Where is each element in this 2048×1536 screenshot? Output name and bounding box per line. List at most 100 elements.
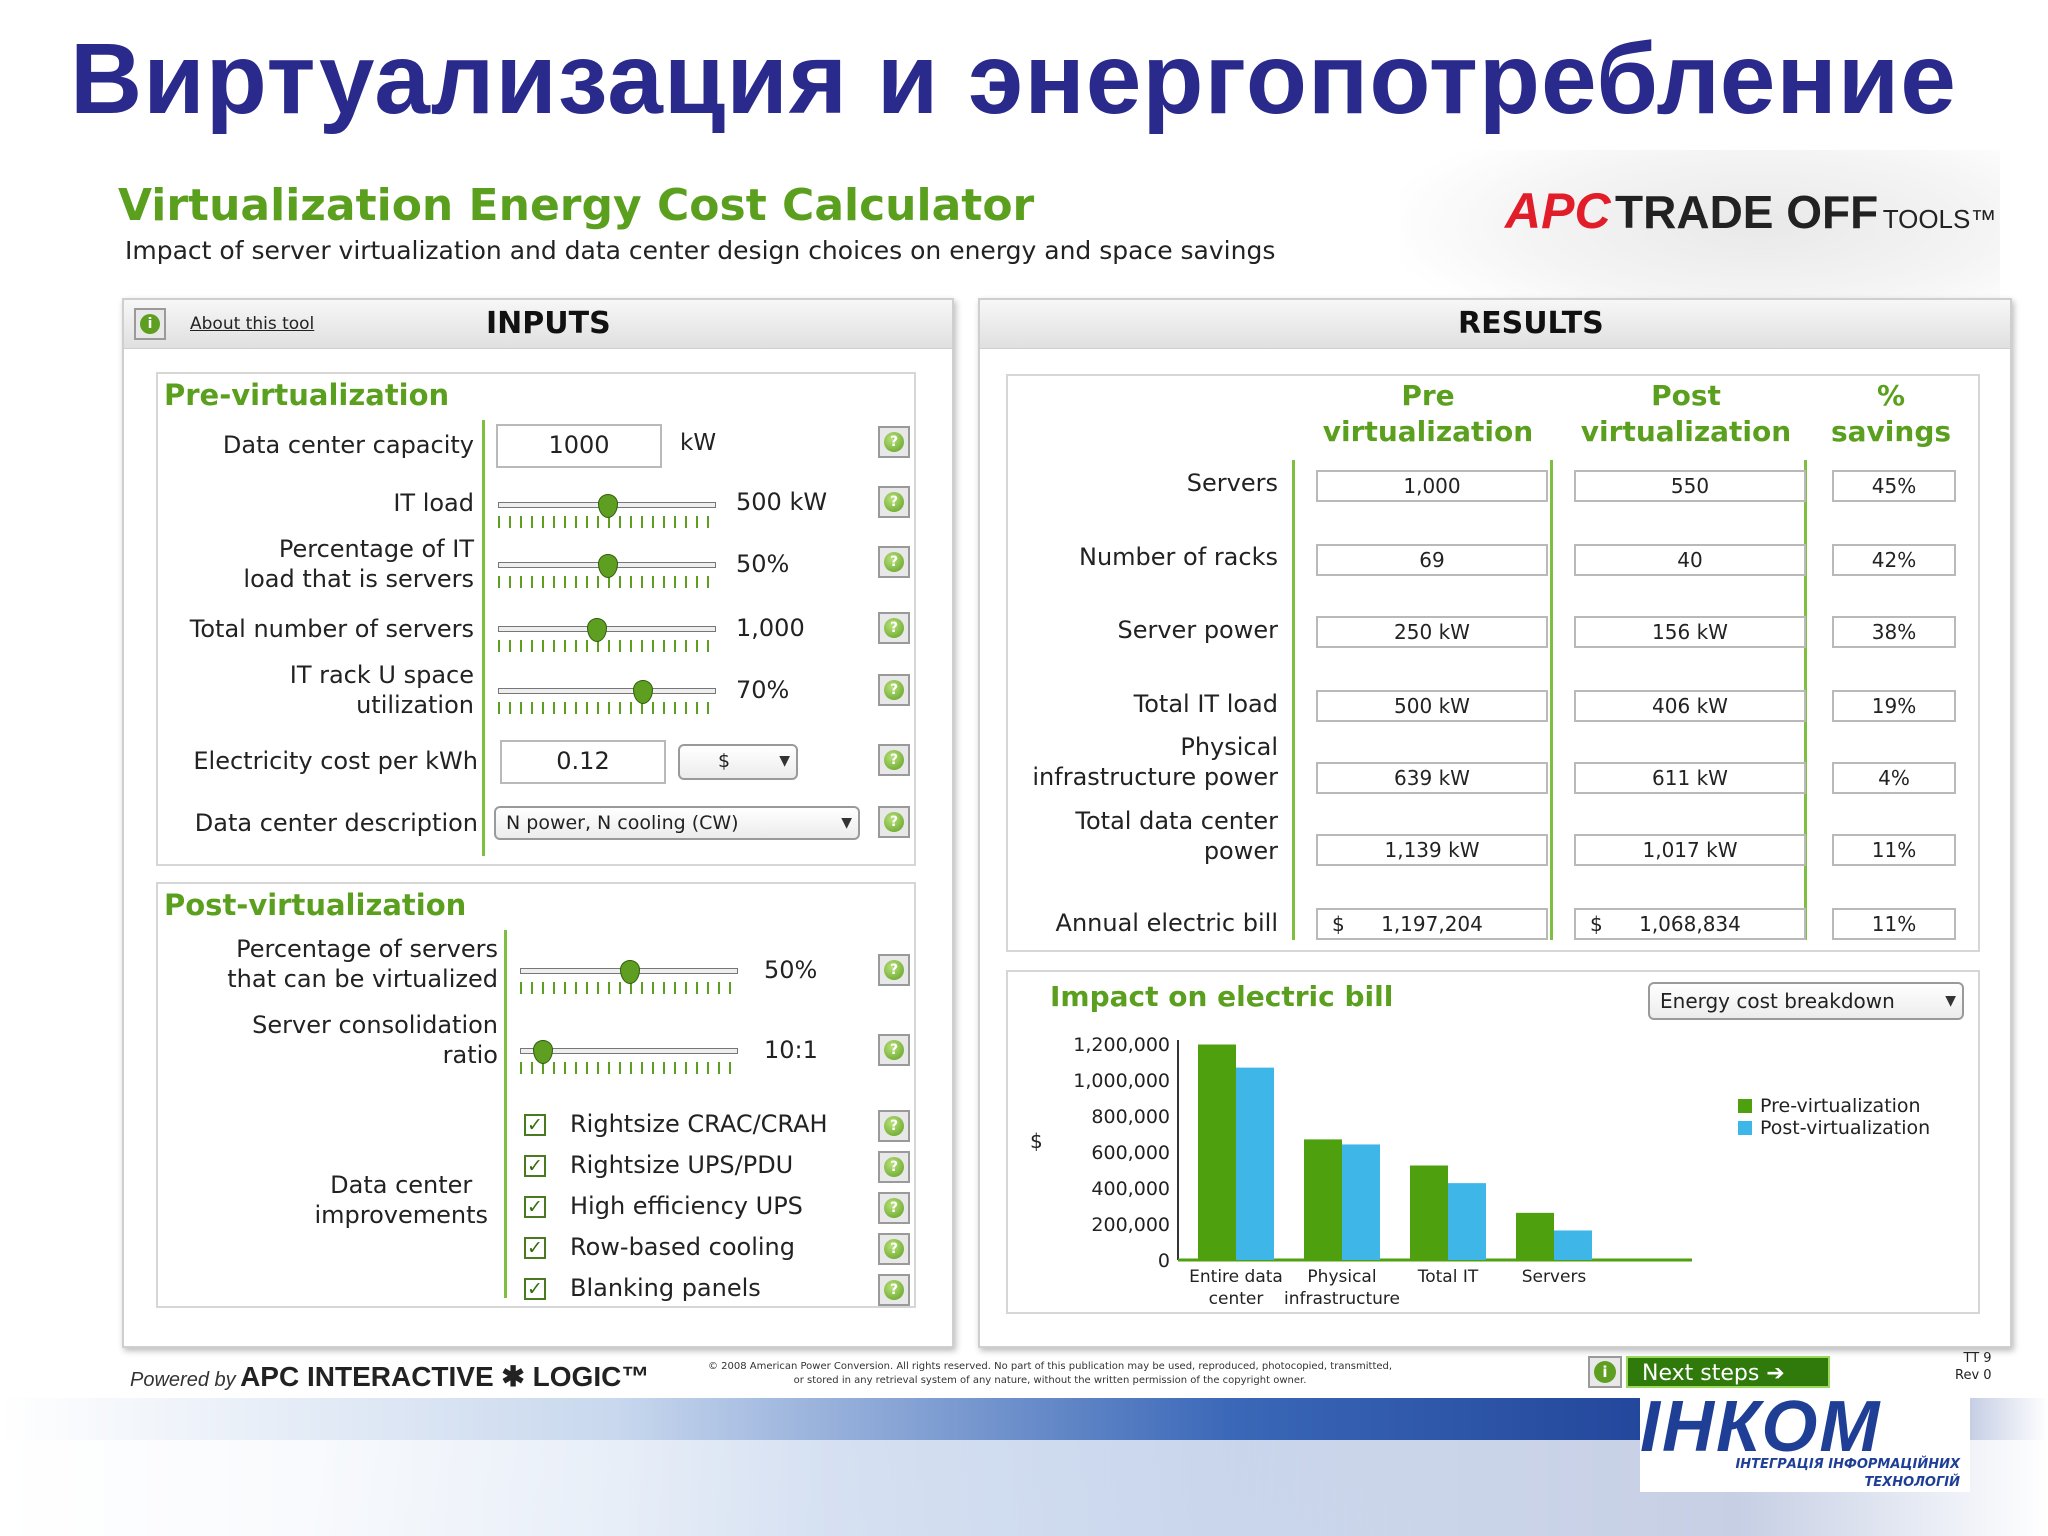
rightsize-ups-checkbox[interactable]: ✓ [524, 1155, 546, 1177]
pre-value: 639 kW [1316, 762, 1548, 794]
energy-breakdown-select[interactable]: Energy cost breakdown ▼ [1648, 982, 1964, 1020]
x-tick-label: Entire data [1189, 1267, 1283, 1287]
improvements-label-line2: improvements [314, 1201, 488, 1229]
slider-thumb[interactable] [620, 960, 640, 984]
powered-by-text: Powered by [130, 1369, 236, 1391]
consolidation-slider[interactable] [520, 1040, 738, 1076]
help-icon[interactable]: ? [878, 1110, 910, 1142]
post-virtualization-section: Post-virtualization Percentage of server… [156, 882, 916, 1308]
pct-servers-slider[interactable] [498, 554, 716, 590]
help-icon[interactable]: ? [878, 612, 910, 644]
consolidation-value: 10:1 [764, 1036, 818, 1064]
post-virtualization-title: Post-virtualization [164, 888, 467, 922]
tools-logo-text: TOOLS™ [1882, 204, 1997, 234]
slider-ticks [498, 702, 716, 714]
row-label-line2: Total IT load [1133, 690, 1278, 718]
slider-thumb[interactable] [598, 494, 618, 518]
inkom-tagline: ІНТЕГРАЦІЯ ІНФОРМАЦІЙНИХ ТЕХНОЛОГІЙ [1735, 1456, 1960, 1492]
rightsize-ups-label: Rightsize UPS/PDU [570, 1151, 794, 1179]
about-info-icon[interactable]: i [134, 308, 166, 340]
consolidation-label-line2: ratio [442, 1041, 498, 1069]
slider-thumb[interactable] [532, 1040, 553, 1064]
capacity-label: Data center capacity [222, 431, 474, 459]
rev-number: Rev 0 [1955, 1368, 1992, 1383]
about-tool-link[interactable]: About this tool [190, 314, 315, 334]
y-tick-label: 400,000 [1091, 1178, 1170, 1200]
calculator-subtitle: Impact of server virtualization and data… [125, 236, 1276, 265]
row-label-line2: Number of racks [1079, 543, 1278, 571]
legend-swatch [1738, 1121, 1752, 1135]
help-icon[interactable]: ? [878, 1233, 910, 1265]
help-icon[interactable]: ? [878, 1192, 910, 1224]
row-label-line1: Physical [1180, 733, 1278, 761]
y-tick-label: 200,000 [1091, 1214, 1170, 1236]
pct-virtualized-slider[interactable] [520, 960, 738, 996]
blanking-panels-checkbox[interactable]: ✓ [524, 1278, 546, 1300]
capacity-unit: kW [680, 430, 717, 456]
calculator-title: Virtualization Energy Cost Calculator [118, 180, 1035, 231]
slider-ticks [498, 516, 716, 528]
currency-symbol: $ [1590, 912, 1603, 936]
help-icon[interactable]: ? [878, 1034, 910, 1066]
powered-by-logo: Powered by APC INTERACTIVE ✱ LOGIC™ [130, 1360, 649, 1393]
electric-bill-chart-box: Impact on electric bill Energy cost brea… [1006, 970, 1980, 1314]
pre-value: 500 kW [1316, 690, 1548, 722]
currency-select[interactable]: $ ▼ [678, 744, 798, 780]
help-icon[interactable]: ? [878, 806, 910, 838]
rightsize-crac-checkbox[interactable]: ✓ [524, 1114, 546, 1136]
capacity-input[interactable]: 1000 [496, 424, 662, 468]
pre-value: 69 [1316, 544, 1548, 576]
dc-description-select[interactable]: N power, N cooling (CW) ▼ [494, 806, 860, 840]
post-value: 611 kW [1574, 762, 1806, 794]
post-value: 156 kW [1574, 616, 1806, 648]
row-label-line2: Annual electric bill [1055, 909, 1278, 937]
row-label: Total data center power [1075, 806, 1278, 866]
row-label: Server power [1117, 585, 1278, 645]
row-label-line2: Server power [1117, 616, 1278, 644]
inputs-panel-header: i About this tool INPUTS [124, 300, 952, 349]
x-tick-label: Servers [1522, 1267, 1587, 1287]
it-load-slider[interactable] [498, 494, 716, 530]
tradeoff-logo-text: TRADE OFF [1615, 186, 1879, 238]
help-icon[interactable]: ? [878, 674, 910, 706]
chevron-down-icon: ▼ [841, 815, 852, 831]
row-label-line1 [1079, 512, 1278, 542]
next-steps-button[interactable]: Next steps ➔ [1626, 1356, 1830, 1388]
it-load-value: 500 kW [736, 488, 828, 516]
savings-value: 38% [1832, 616, 1956, 648]
high-efficiency-ups-checkbox[interactable]: ✓ [524, 1196, 546, 1218]
total-servers-slider[interactable] [498, 618, 716, 654]
chart-title: Impact on electric bill [1050, 980, 1394, 1013]
apc-tradeoff-logo: APC TRADE OFF TOOLS™ [1505, 182, 1996, 240]
post-value: 40 [1574, 544, 1806, 576]
results-panel-header: RESULTS [980, 300, 2010, 349]
help-icon[interactable]: ? [878, 1151, 910, 1183]
help-icon[interactable]: ? [878, 1274, 910, 1306]
row-label: Physical infrastructure power [1032, 732, 1278, 792]
help-icon[interactable]: ? [878, 954, 910, 986]
slider-thumb[interactable] [598, 554, 618, 578]
row-label-line1: Total data center [1075, 807, 1278, 835]
results-divider-2 [1550, 460, 1553, 940]
results-panel: RESULTS Pre virtualization Post virtuali… [978, 298, 2012, 1348]
help-icon[interactable]: ? [878, 486, 910, 518]
consolidation-label-line1: Server consolidation [252, 1011, 498, 1039]
bar-pre [1516, 1212, 1554, 1260]
row-label-line1 [1134, 659, 1278, 689]
slider-thumb[interactable] [587, 618, 608, 642]
results-header: RESULTS [1458, 306, 1604, 341]
slider-thumb[interactable] [632, 680, 653, 704]
help-icon[interactable]: ? [878, 744, 910, 776]
savings-value: 11% [1832, 834, 1956, 866]
results-table: Pre virtualization Post virtualization %… [1006, 374, 1980, 952]
row-based-cooling-checkbox[interactable]: ✓ [524, 1237, 546, 1259]
info-icon[interactable]: i [1588, 1356, 1622, 1388]
bar-post [1236, 1067, 1274, 1260]
pct-virtualized-label: Percentage of servers that can be virtua… [227, 934, 498, 994]
elec-cost-input[interactable]: 0.12 [500, 740, 666, 784]
currency-value: $ [718, 750, 731, 772]
help-icon[interactable]: ? [878, 426, 910, 458]
rack-util-slider[interactable] [498, 680, 716, 716]
help-icon[interactable]: ? [878, 546, 910, 578]
savings-value: 42% [1832, 544, 1956, 576]
